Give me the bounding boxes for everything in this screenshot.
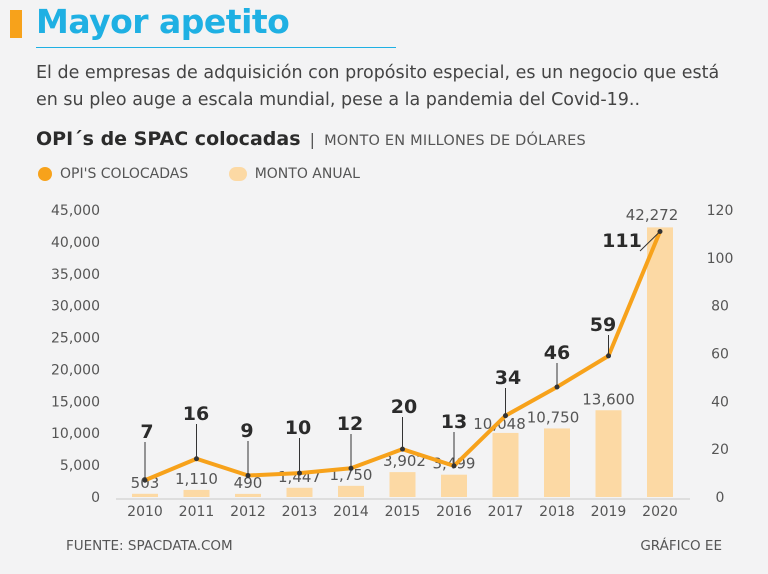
x-axis-tick-label: 2018: [539, 504, 575, 520]
chart-heading-separator: |: [309, 130, 315, 149]
left-axis-tick-label: 40,000: [51, 235, 100, 251]
bar-monto-anual: [338, 485, 364, 497]
bar-value-label: 13,600: [582, 390, 635, 408]
bar-monto-anual: [286, 487, 313, 497]
right-axis-tick-label: 20: [711, 442, 729, 458]
line-value-label: 34: [495, 367, 521, 389]
line-value-label: 46: [544, 342, 570, 364]
x-axis-tick-label: 2011: [179, 504, 215, 520]
bar-monto-anual: [132, 493, 158, 497]
x-axis-tick-label: 2010: [127, 504, 163, 520]
legend-line-marker: [38, 167, 52, 181]
left-axis-tick-label: 20,000: [51, 362, 100, 378]
line-value-label: 7: [140, 421, 153, 443]
right-axis-tick-label: 120: [707, 203, 734, 219]
chart-legend: OPI'S COLOCADAS MONTO ANUAL: [38, 166, 396, 185]
line-value-label: 20: [391, 396, 417, 418]
left-axis-tick-label: 5,000: [60, 458, 100, 474]
bar-monto-anual: [544, 428, 570, 497]
line-value-label: 13: [441, 411, 467, 433]
legend-item-bars: MONTO ANUAL: [228, 166, 360, 182]
left-axis-tick-label: 35,000: [51, 267, 100, 283]
bar-monto-anual: [441, 474, 467, 497]
chart-heading: OPI´s de SPAC colocadas | MONTO EN MILLO…: [36, 128, 586, 150]
legend-line-label: OPI'S COLOCADAS: [60, 166, 189, 182]
bar-value-label: 490: [234, 474, 263, 492]
x-axis-tick-label: 2017: [488, 504, 524, 520]
title-accent-bar: [10, 10, 22, 38]
legend-bar-label: MONTO ANUAL: [254, 166, 360, 182]
line-value-label: 16: [183, 403, 209, 425]
title-underline: [36, 47, 396, 48]
right-axis-tick-label: 60: [711, 347, 729, 363]
graphic-credit: GRÁFICO EE: [640, 538, 722, 554]
right-axis-tick-label: 0: [716, 490, 725, 506]
right-axis-tick-label: 80: [711, 299, 729, 315]
left-axis-tick-label: 25,000: [51, 331, 100, 347]
x-axis-tick-label: 2016: [436, 504, 472, 520]
line-value-label: 9: [240, 420, 253, 442]
x-axis-tick-label: 2013: [282, 504, 318, 520]
left-axis-tick-label: 30,000: [51, 299, 100, 315]
bar-value-label: 1,110: [175, 470, 218, 488]
left-axis-tick-label: 10,000: [51, 426, 100, 442]
page-subtitle: El de empresas de adquisición con propós…: [36, 63, 720, 110]
x-axis-tick-label: 2012: [230, 504, 266, 520]
chart-title: OPI´s de SPAC colocadas: [36, 128, 301, 150]
x-axis-tick-label: 2014: [333, 504, 369, 520]
bar-monto-anual: [183, 489, 210, 497]
bar-monto-anual: [595, 410, 622, 497]
left-axis-tick-label: 15,000: [51, 394, 100, 410]
line-value-label: 10: [285, 417, 311, 439]
x-axis-tick-label: 2015: [385, 504, 421, 520]
chart-unit-label: MONTO EN MILLONES DE DÓLARES: [324, 133, 586, 149]
bar-value-label: 3,902: [383, 452, 426, 470]
legend-bar-swatch: [228, 167, 247, 181]
bar-monto-anual: [647, 227, 673, 498]
left-axis-tick-label: 0: [91, 490, 100, 506]
line-value-label: 59: [590, 314, 616, 336]
left-axis-tick-label: 45,000: [51, 203, 100, 219]
bar-monto-anual: [235, 493, 261, 497]
legend-item-line: OPI'S COLOCADAS: [38, 166, 188, 182]
line-value-label: 12: [337, 413, 363, 435]
line-value-label: 111: [602, 230, 642, 252]
bar-value-label: 42,272: [626, 206, 679, 224]
right-axis-tick-label: 40: [711, 394, 729, 410]
source-note: FUENTE: SPACDATA.COM: [66, 538, 233, 554]
bar-value-label: 10,750: [527, 408, 580, 426]
page-title: Mayor apetito: [36, 2, 290, 41]
x-axis-tick-label: 2020: [642, 504, 678, 520]
x-axis-tick-label: 2019: [591, 504, 627, 520]
right-axis-tick-label: 100: [707, 251, 734, 267]
line-label-leader: [639, 231, 661, 252]
bar-monto-anual: [492, 432, 519, 497]
bar-monto-anual: [389, 472, 416, 497]
